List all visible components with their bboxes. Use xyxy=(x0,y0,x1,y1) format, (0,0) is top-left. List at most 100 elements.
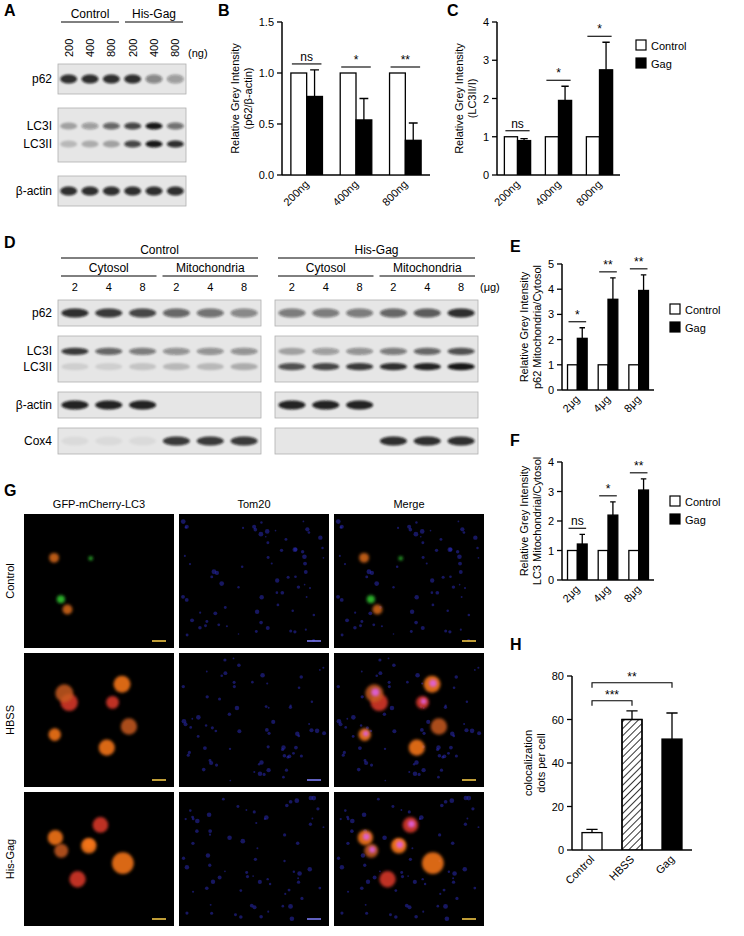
tom20-signal xyxy=(266,541,269,544)
tom20-signal xyxy=(445,916,450,921)
blot-band xyxy=(346,400,373,409)
tom20-signal xyxy=(361,671,363,673)
tom20-signal xyxy=(298,686,301,689)
scale-bar xyxy=(462,640,476,642)
tom20-signal xyxy=(211,726,214,729)
tom20-signal xyxy=(437,776,440,779)
lane-label: 800 xyxy=(169,39,181,57)
blot-band xyxy=(145,186,162,195)
y-tick-label: 60 xyxy=(552,714,564,726)
colocalization-signal xyxy=(408,820,415,827)
tom20-signal xyxy=(422,732,425,735)
tom20-signal xyxy=(473,887,476,890)
tom20-signal xyxy=(451,841,455,845)
tom20-signal xyxy=(285,804,289,808)
tom20-signal xyxy=(190,618,194,622)
y-tick-label: 2 xyxy=(483,93,489,105)
tom20-signal xyxy=(215,571,219,575)
blot-band xyxy=(312,400,339,409)
y-tick-label: 1.5 xyxy=(259,16,274,28)
tom20-signal xyxy=(234,913,237,916)
y-axis-title-line: Relative Grey Intensity xyxy=(518,465,530,576)
tom20-signal xyxy=(258,880,262,884)
tom20-signal xyxy=(206,853,210,857)
blot-band xyxy=(312,308,339,317)
tom20-signal xyxy=(443,889,446,892)
blot-band xyxy=(95,308,122,317)
tom20-signal xyxy=(236,805,239,808)
tom20-signal xyxy=(226,625,228,627)
tom20-signal xyxy=(284,893,286,895)
tom20-signal xyxy=(215,730,218,733)
significance-label: ns xyxy=(511,117,524,131)
tom20-signal xyxy=(422,911,424,913)
tom20-signal xyxy=(239,889,242,892)
tom20-signal xyxy=(210,904,212,906)
blot-band xyxy=(81,122,98,129)
tom20-signal xyxy=(220,674,223,677)
error-bar xyxy=(579,534,584,544)
scale-bar xyxy=(152,918,166,920)
blot-band xyxy=(163,308,190,317)
tom20-signal xyxy=(205,886,209,890)
y-tick-label: 2 xyxy=(548,334,554,346)
colocalization-signal xyxy=(363,833,370,840)
blot-band xyxy=(278,348,305,355)
y-axis-title: Relative Grey Intensity(LC3II/I) xyxy=(453,43,478,154)
tom20-signal xyxy=(265,705,268,708)
y-tick-label: 4 xyxy=(548,456,554,468)
tom20-signal xyxy=(182,685,185,688)
blot-band xyxy=(380,348,407,355)
colocalization-signal xyxy=(363,731,369,737)
blot-band xyxy=(278,308,305,317)
y-tick-label: 0 xyxy=(558,844,564,856)
lane-label: 8 xyxy=(140,281,146,293)
tom20-signal xyxy=(205,620,208,623)
tom20-signal xyxy=(415,673,420,678)
bar-chart: 01234Relative Grey IntensityLC3 Mitochon… xyxy=(518,456,721,605)
tom20-signal xyxy=(238,633,240,635)
tom20-signal xyxy=(316,807,319,810)
tom20-signal xyxy=(389,913,392,916)
blot-band xyxy=(167,74,184,83)
tom20-signal xyxy=(368,611,372,615)
blot-membrane xyxy=(58,428,261,454)
tom20-signal xyxy=(254,858,257,861)
lane-label: 800 xyxy=(105,39,117,57)
lc3-signal xyxy=(69,871,85,887)
tom20-signal xyxy=(223,658,226,661)
legend-swatch xyxy=(670,514,680,524)
blot-band xyxy=(103,122,120,129)
blot-band xyxy=(129,308,156,317)
panel-letter: C xyxy=(447,2,459,19)
lc3-signal xyxy=(409,740,425,756)
x-tick-label: 4μg xyxy=(591,583,613,605)
tom20-signal xyxy=(452,585,455,588)
lc3-signal xyxy=(99,740,115,756)
blot-band xyxy=(81,74,98,83)
tom20-signal xyxy=(253,771,255,773)
blot-band xyxy=(346,363,373,370)
tom20-signal xyxy=(414,532,419,537)
tom20-signal xyxy=(384,748,386,750)
lc3-signal xyxy=(372,604,382,614)
blot-band xyxy=(95,436,122,445)
blot-band xyxy=(167,186,184,195)
y-tick-label: 3 xyxy=(548,308,554,320)
tom20-signal xyxy=(306,596,308,598)
tom20-signal xyxy=(255,610,259,614)
tom20-signal xyxy=(394,915,398,919)
tom20-signal xyxy=(233,681,236,684)
panel-letter: E xyxy=(510,238,521,255)
tom20-signal xyxy=(277,604,280,607)
blot-band xyxy=(167,140,184,147)
tom20-signal xyxy=(252,905,256,909)
y-axis-title-line: p62 Mitochondria/Cytosol xyxy=(531,265,543,389)
blot-band xyxy=(448,400,475,409)
tom20-signal xyxy=(392,729,396,733)
tom20-signal xyxy=(444,629,447,632)
header-underline xyxy=(278,258,475,259)
tom20-signal xyxy=(419,815,424,820)
scale-bar xyxy=(307,640,321,642)
tom20-signal xyxy=(195,829,199,833)
